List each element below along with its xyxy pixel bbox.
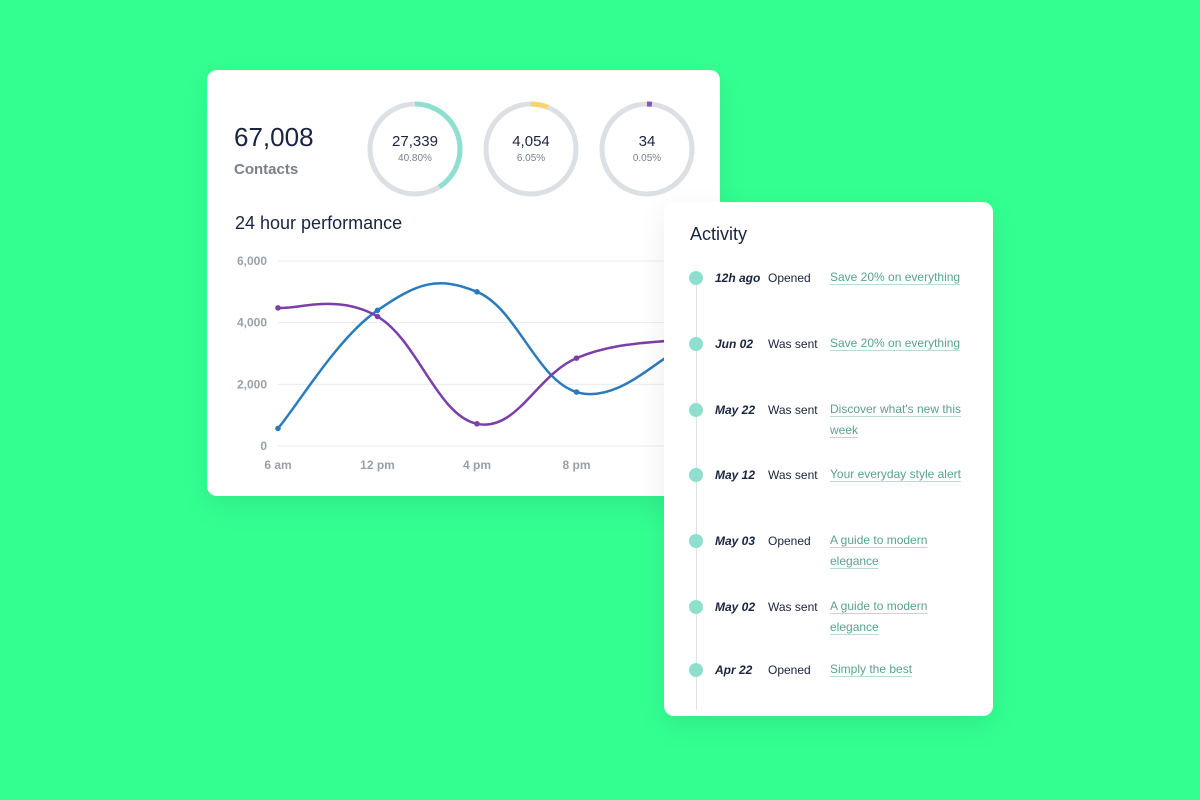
y-tick-label: 0	[260, 439, 267, 453]
activity-campaign-link[interactable]: A guide to modern elegance	[830, 599, 928, 634]
ring-unsubscribed-percent: 0.05%	[632, 153, 662, 164]
activity-action: Was sent	[768, 337, 818, 351]
data-point	[573, 355, 580, 361]
activity-item: Jun 02 Was sent Save 20% on everything	[664, 336, 993, 383]
contacts-total: 67,008	[234, 122, 314, 152]
activity-campaign-link[interactable]: Discover what's new this week	[830, 402, 962, 437]
data-point	[275, 305, 281, 311]
timeline-dot-icon	[689, 271, 703, 285]
ring-unsubscribed-value: 34	[638, 133, 656, 150]
activity-date: Jun 02	[715, 337, 754, 351]
activity-campaign-link[interactable]: Your everyday style alert	[830, 467, 961, 481]
ring-unsubscribed-progress	[599, 101, 695, 197]
data-point	[374, 313, 381, 320]
activity-card: Activity 12h ago Opened Save 20% on ever…	[664, 202, 993, 716]
y-tick-label: 6,000	[237, 254, 267, 268]
activity-item: 12h ago Opened Save 20% on everything	[664, 270, 993, 317]
x-tick-label: 4 pm	[463, 458, 491, 472]
data-point	[275, 425, 281, 432]
ring-unsubscribed: 34 0.05%	[598, 100, 696, 198]
ring-clicked: 4,054 6.05%	[482, 100, 580, 198]
activity-action: Opened	[768, 271, 811, 285]
activity-campaign-link[interactable]: Simply the best	[830, 662, 913, 676]
timeline-dot-icon	[689, 337, 703, 351]
activity-action: Was sent	[768, 403, 818, 417]
timeline-dot-icon	[689, 468, 703, 482]
ring-progress-arc	[599, 101, 695, 197]
activity-campaign-link[interactable]: Save 20% on everything	[830, 270, 961, 284]
activity-item: May 12 Was sent Your everyday style aler…	[664, 467, 993, 514]
y-tick-label: 2,000	[237, 377, 267, 391]
ring-clicked-value: 4,054	[512, 133, 550, 150]
stats-card: 67,008 Contacts 27,339 40.80% 4,054 6.05…	[207, 70, 720, 496]
ring-progress-arc	[483, 101, 579, 197]
y-tick-label: 4,000	[237, 316, 267, 330]
activity-date: Apr 22	[715, 663, 753, 677]
timeline-dot-icon	[689, 600, 703, 614]
ring-opened-value: 27,339	[392, 133, 438, 150]
ring-opened-progress	[367, 101, 463, 197]
data-point	[474, 421, 480, 427]
activity-item: May 22 Was sent Discover what's new this…	[664, 402, 993, 449]
timeline-dot-icon	[689, 534, 703, 548]
activity-item: May 03 Opened A guide to modern elegance	[664, 533, 993, 580]
x-tick-label: 12 pm	[360, 458, 395, 472]
ring-opened: 27,339 40.80%	[366, 100, 464, 198]
activity-campaign-link[interactable]: Save 20% on everything	[830, 336, 961, 350]
activity-date: 12h ago	[715, 271, 761, 285]
data-point	[374, 307, 381, 314]
data-point	[474, 289, 480, 295]
activity-action: Was sent	[768, 468, 818, 482]
activity-action: Was sent	[768, 600, 818, 614]
ring-clicked-progress	[483, 101, 579, 197]
ring-opened-percent: 40.80%	[398, 153, 432, 164]
activity-item: May 02 Was sent A guide to modern elegan…	[664, 599, 993, 646]
series-line	[277, 302, 677, 426]
x-tick-label: 6 am	[264, 458, 291, 472]
timeline-dot-icon	[689, 663, 703, 677]
contacts-label: Contacts	[234, 161, 299, 178]
timeline-dot-icon	[689, 403, 703, 417]
activity-action: Opened	[768, 534, 811, 548]
activity-item: Apr 22 Opened Simply the best	[664, 662, 993, 709]
activity-date: May 02	[715, 600, 756, 614]
activity-date: May 03	[715, 534, 756, 548]
activity-action: Opened	[768, 663, 811, 677]
x-tick-label: 8 pm	[562, 458, 590, 472]
activity-title: Activity	[690, 224, 748, 244]
ring-clicked-percent: 6.05%	[516, 153, 546, 164]
activity-date: May 12	[715, 468, 756, 482]
timeline-line	[696, 276, 697, 710]
data-point	[573, 389, 580, 395]
activity-campaign-link[interactable]: A guide to modern elegance	[830, 533, 928, 568]
performance-title: 24 hour performance	[235, 213, 403, 233]
activity-date: May 22	[715, 403, 756, 417]
ring-progress-arc	[367, 101, 463, 197]
